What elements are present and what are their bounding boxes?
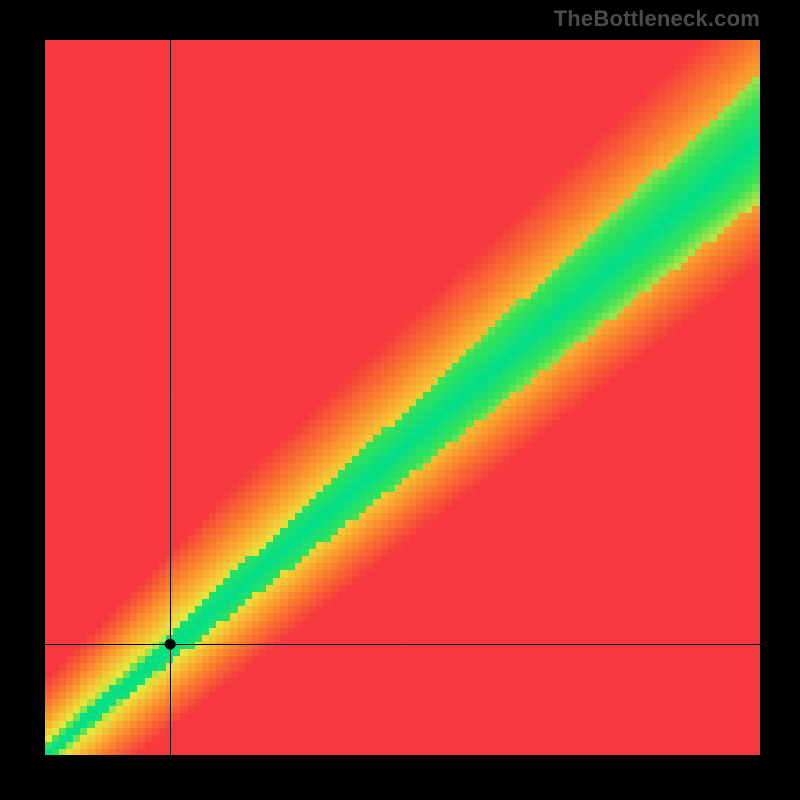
chart-container: TheBottleneck.com xyxy=(0,0,800,800)
heatmap-canvas xyxy=(45,40,760,755)
watermark-text: TheBottleneck.com xyxy=(554,6,760,32)
plot-area xyxy=(45,40,760,755)
